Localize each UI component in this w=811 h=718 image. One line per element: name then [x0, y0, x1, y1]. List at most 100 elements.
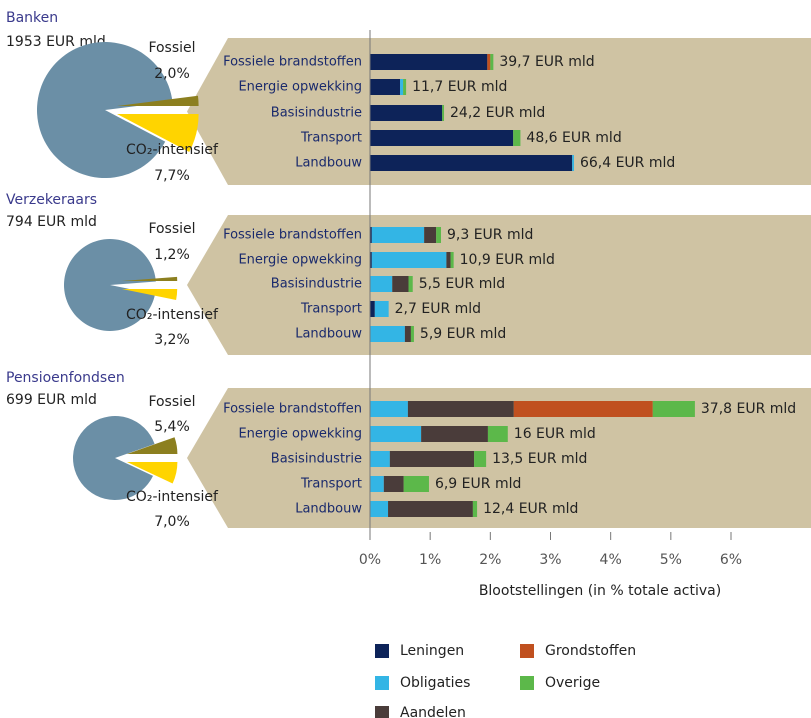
bar-segment [370, 105, 443, 121]
x-tick-label: 0% [359, 552, 381, 568]
total-label: 10,9 EUR mld [460, 252, 555, 268]
category-label: Fossiele brandstoffen [223, 402, 362, 417]
panel-title: Banken [6, 10, 58, 26]
bar-segment [370, 155, 573, 171]
category-label: Landbouw [295, 502, 362, 517]
pie-label: Fossiel [148, 40, 195, 56]
bar-segment [374, 301, 389, 317]
total-label: 37,8 EUR mld [701, 401, 796, 417]
pie-label: Fossiel [148, 221, 195, 237]
bar-segment [513, 130, 521, 146]
panel-title: Verzekeraars [6, 192, 97, 208]
total-label: 5,9 EUR mld [420, 326, 506, 342]
legend-swatch [375, 644, 389, 658]
total-label: 24,2 EUR mld [450, 105, 545, 121]
total-label: 13,5 EUR mld [492, 451, 587, 467]
panel-subtitle: 794 EUR mld [6, 214, 97, 230]
pie-label: CO₂-intensief [126, 142, 219, 158]
legend-swatch [375, 676, 389, 690]
bar-segment [652, 401, 695, 417]
bar-segment [370, 130, 514, 146]
bar-segment [472, 501, 478, 517]
bar-segment [421, 426, 488, 442]
category-label: Energie opwekking [238, 253, 362, 268]
total-label: 48,6 EUR mld [526, 130, 621, 146]
panel-subtitle: 1953 EUR mld [6, 34, 106, 50]
category-label: Transport [300, 302, 362, 317]
total-label: 2,7 EUR mld [395, 301, 481, 317]
category-label: Landbouw [295, 156, 362, 171]
legend-label: Overige [545, 675, 600, 691]
bar-segment [572, 155, 574, 171]
bar-segment [410, 326, 414, 342]
pie-rest [36, 41, 173, 178]
bar-segment [370, 301, 375, 317]
bar-segment [403, 476, 429, 492]
pie-slice [127, 462, 178, 484]
x-tick-label: 6% [720, 552, 742, 568]
pie-slice [117, 95, 199, 106]
x-tick-label: 5% [660, 552, 682, 568]
pie-label: CO₂-intensief [126, 307, 219, 323]
pie-value-label: 7,0% [154, 514, 190, 530]
category-label: Transport [300, 131, 362, 146]
category-label: Energie opwekking [238, 80, 362, 95]
panel-title: Pensioenfondsen [6, 370, 125, 386]
bar-segment [436, 227, 441, 243]
bar-segment [442, 105, 445, 121]
x-axis-label: Blootstellingen (in % totale activa) [479, 583, 721, 599]
panel [187, 215, 811, 355]
bar-segment [408, 276, 413, 292]
panel [187, 38, 811, 185]
pie-value-label: 7,7% [154, 168, 190, 184]
x-tick-label: 1% [419, 552, 441, 568]
bar-segment [407, 401, 514, 417]
pie-value-label: 1,2% [154, 247, 190, 263]
pie-label: Fossiel [148, 394, 195, 410]
bar-segment [370, 276, 393, 292]
category-label: Basisindustrie [271, 277, 362, 292]
category-label: Basisindustrie [271, 452, 362, 467]
category-label: Basisindustrie [271, 106, 362, 121]
bar-segment [370, 401, 408, 417]
total-label: 6,9 EUR mld [435, 476, 521, 492]
category-label: Fossiele brandstoffen [223, 55, 362, 70]
pie-value-label: 2,0% [154, 66, 190, 82]
bar-segment [371, 227, 425, 243]
legend-swatch [375, 706, 389, 718]
bar-segment [370, 252, 372, 268]
bar-segment [370, 476, 384, 492]
bar-segment [370, 326, 405, 342]
pie-value-label: 5,4% [154, 419, 190, 435]
pie-slice [117, 114, 199, 152]
category-label: Energie opwekking [238, 427, 362, 442]
legend-label: Aandelen [400, 705, 466, 718]
legend-label: Grondstoffen [545, 643, 636, 659]
pie-slice [122, 276, 178, 281]
total-label: 66,4 EUR mld [580, 155, 675, 171]
bar-segment [388, 501, 473, 517]
x-tick-label: 2% [479, 552, 501, 568]
total-label: 16 EUR mld [514, 426, 596, 442]
total-label: 11,7 EUR mld [412, 79, 507, 95]
total-label: 12,4 EUR mld [483, 501, 578, 517]
legend-swatch [520, 644, 534, 658]
pie-rest [63, 239, 156, 332]
pie-rest [73, 416, 155, 501]
bar-segment [490, 54, 494, 70]
bar-segment [371, 252, 447, 268]
legend-swatch [520, 676, 534, 690]
category-label: Transport [300, 477, 362, 492]
category-label: Landbouw [295, 327, 362, 342]
total-label: 9,3 EUR mld [447, 227, 533, 243]
bar-segment [389, 451, 475, 467]
bar-segment [370, 501, 389, 517]
total-label: 5,5 EUR mld [419, 276, 505, 292]
bar-segment [370, 79, 401, 95]
bar-segment [370, 227, 372, 243]
pie-slice [127, 437, 178, 454]
bar-segment [446, 252, 451, 268]
bar-segment [400, 79, 404, 95]
bar-segment [450, 252, 454, 268]
